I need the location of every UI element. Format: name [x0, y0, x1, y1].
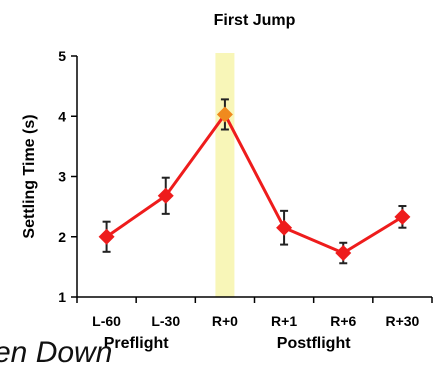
highlight-band	[215, 53, 235, 297]
series-line	[105, 112, 404, 255]
data-point-marker	[98, 228, 115, 245]
x-ticks: L-60 L-30 R+0 R+1 R+6 R+30	[76, 297, 433, 329]
y-axis-label: Settling Time (s)	[21, 114, 38, 238]
data-point-marker	[335, 245, 352, 262]
data-point-marker	[216, 106, 233, 123]
y-tick-label: 1	[58, 289, 66, 305]
data-point-marker	[394, 208, 411, 225]
y-tick-label: 3	[58, 169, 66, 185]
cutoff-caption-text: en Down	[0, 336, 113, 369]
group-labels: Preflight Postflight	[104, 335, 351, 352]
y-ticks: 1 2 3 4 5	[58, 48, 77, 305]
chart-title: First Jump	[214, 12, 296, 29]
group-label: Preflight	[104, 335, 170, 352]
group-label: Postflight	[277, 335, 351, 352]
data-point-marker	[276, 219, 293, 236]
x-tick-label: R+1	[271, 313, 297, 329]
y-tick-label: 5	[58, 48, 66, 64]
x-tick-label: L-30	[151, 313, 180, 329]
y-tick-label: 4	[58, 108, 66, 124]
x-tick-label: R+30	[385, 313, 419, 329]
x-tick-label: R+0	[212, 313, 238, 329]
x-tick-label: L-60	[92, 313, 121, 329]
y-tick-label: 2	[58, 229, 66, 245]
x-tick-label: R+6	[330, 313, 356, 329]
data-point-marker	[157, 187, 174, 204]
series-layer	[98, 98, 411, 265]
